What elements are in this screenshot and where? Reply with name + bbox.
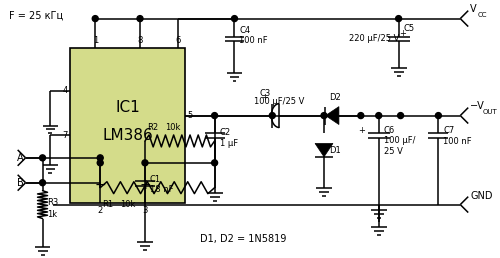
Text: 18 nF: 18 nF: [150, 185, 174, 194]
Text: C5: C5: [404, 24, 414, 33]
Text: IC1: IC1: [115, 100, 140, 115]
Text: 100 nF: 100 nF: [444, 137, 472, 146]
Circle shape: [232, 16, 237, 22]
Circle shape: [212, 160, 218, 166]
Circle shape: [212, 112, 218, 119]
Circle shape: [97, 160, 103, 166]
Text: −: −: [94, 178, 106, 192]
Text: 8: 8: [138, 36, 142, 45]
Text: 100 µF/25 V: 100 µF/25 V: [254, 97, 305, 106]
Bar: [70, 49, 185, 203]
Text: 5: 5: [188, 111, 193, 120]
Text: D2: D2: [329, 93, 340, 102]
Text: 2: 2: [98, 206, 103, 215]
Text: 100 µF/: 100 µF/: [384, 136, 415, 145]
Text: LM386: LM386: [102, 128, 153, 143]
Text: 25 V: 25 V: [384, 147, 402, 156]
Text: R1: R1: [102, 200, 114, 209]
Text: F = 25 кГц: F = 25 кГц: [8, 11, 63, 21]
Polygon shape: [315, 143, 333, 157]
Text: C7: C7: [444, 126, 454, 135]
Text: B: B: [17, 178, 24, 188]
Text: 10k: 10k: [120, 200, 136, 209]
Polygon shape: [326, 107, 339, 125]
Text: 100 nF: 100 nF: [240, 36, 268, 45]
Text: +: +: [261, 93, 268, 102]
Circle shape: [137, 16, 143, 22]
Text: C4: C4: [240, 26, 250, 35]
Text: +: +: [400, 29, 406, 38]
Text: C2: C2: [220, 128, 230, 137]
Text: GND: GND: [470, 191, 492, 201]
Text: A: A: [17, 153, 24, 163]
Text: D1, D2 = 1N5819: D1, D2 = 1N5819: [200, 235, 286, 244]
Circle shape: [398, 112, 404, 119]
Circle shape: [40, 180, 46, 186]
Text: 10k: 10k: [165, 123, 180, 132]
Text: 220 µF/25 V: 220 µF/25 V: [349, 34, 399, 43]
Text: V: V: [470, 4, 477, 14]
Text: 1 µF: 1 µF: [220, 139, 238, 148]
Text: D1: D1: [329, 146, 340, 155]
Circle shape: [92, 16, 98, 22]
Circle shape: [396, 16, 402, 22]
Text: OUT: OUT: [482, 109, 497, 115]
Text: 1: 1: [92, 36, 98, 45]
Circle shape: [97, 155, 103, 161]
Text: 3: 3: [142, 206, 148, 215]
Text: 4: 4: [62, 86, 68, 95]
Text: +: +: [139, 178, 151, 192]
Circle shape: [321, 112, 327, 119]
Circle shape: [436, 112, 442, 119]
Text: 1k: 1k: [48, 210, 58, 219]
Circle shape: [376, 112, 382, 119]
Text: R2: R2: [147, 123, 158, 132]
Text: C3: C3: [260, 89, 270, 98]
Text: C6: C6: [384, 126, 395, 135]
Text: −V: −V: [470, 101, 485, 111]
Text: 7: 7: [62, 131, 68, 140]
Circle shape: [270, 112, 276, 119]
Text: +: +: [358, 126, 365, 135]
Text: 6: 6: [175, 36, 180, 45]
Circle shape: [358, 112, 364, 119]
Text: R3: R3: [48, 198, 59, 207]
Text: C1: C1: [150, 175, 161, 184]
Circle shape: [40, 155, 46, 161]
Text: CC: CC: [477, 12, 486, 18]
Circle shape: [142, 160, 148, 166]
